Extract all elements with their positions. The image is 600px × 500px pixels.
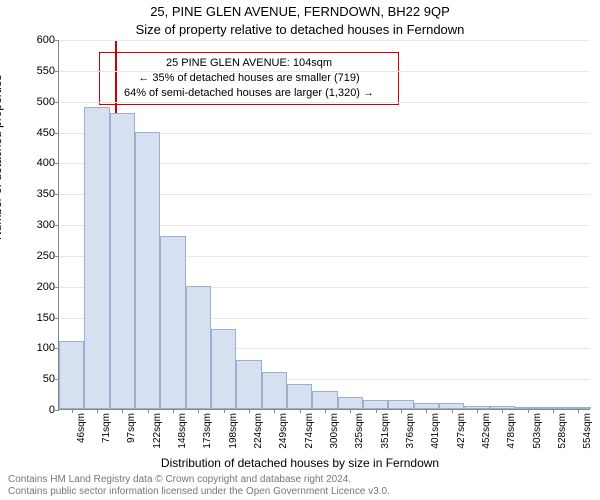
- y-tick-mark: [55, 410, 59, 411]
- x-tick-mark: [72, 409, 73, 413]
- info-box-line: 25 PINE GLEN AVENUE: 104sqm: [106, 56, 392, 71]
- y-tick-label: 400: [37, 157, 55, 169]
- histogram-plot: 25 PINE GLEN AVENUE: 104sqm← 35% of deta…: [58, 40, 590, 410]
- gridline: [59, 102, 590, 103]
- y-tick-label: 150: [37, 312, 55, 324]
- x-tick-mark: [300, 409, 301, 413]
- x-tick-label: 427sqm: [456, 413, 467, 449]
- histogram-bar: [59, 341, 84, 409]
- y-tick-label: 600: [37, 34, 55, 46]
- property-info-box: 25 PINE GLEN AVENUE: 104sqm← 35% of deta…: [99, 52, 399, 105]
- x-tick-mark: [173, 409, 174, 413]
- x-tick-mark: [249, 409, 250, 413]
- gridline: [59, 40, 590, 41]
- x-tick-label: 554sqm: [582, 413, 593, 449]
- x-tick-mark: [426, 409, 427, 413]
- x-tick-label: 376sqm: [405, 413, 416, 449]
- x-axis-label: Distribution of detached houses by size …: [0, 456, 600, 470]
- histogram-bar: [160, 236, 185, 409]
- x-tick-label: 351sqm: [380, 413, 391, 449]
- x-tick-mark: [578, 409, 579, 413]
- y-tick-mark: [55, 40, 59, 41]
- y-tick-mark: [55, 225, 59, 226]
- x-tick-mark: [401, 409, 402, 413]
- y-tick-label: 200: [37, 281, 55, 293]
- histogram-bar: [186, 286, 211, 409]
- y-tick-label: 350: [37, 188, 55, 200]
- y-tick-mark: [55, 194, 59, 195]
- histogram-bar: [110, 113, 135, 409]
- histogram-bar: [363, 400, 388, 409]
- x-tick-label: 528sqm: [557, 413, 568, 449]
- histogram-bar: [84, 107, 109, 409]
- footer-line-1: Contains HM Land Registry data © Crown c…: [8, 474, 390, 486]
- x-tick-mark: [477, 409, 478, 413]
- histogram-bar: [135, 132, 160, 410]
- y-tick-mark: [55, 133, 59, 134]
- x-tick-mark: [122, 409, 123, 413]
- x-tick-mark: [224, 409, 225, 413]
- x-tick-label: 274sqm: [304, 413, 315, 449]
- x-tick-mark: [502, 409, 503, 413]
- y-tick-label: 300: [37, 219, 55, 231]
- x-tick-mark: [274, 409, 275, 413]
- y-tick-mark: [55, 287, 59, 288]
- x-tick-mark: [528, 409, 529, 413]
- histogram-bar: [388, 400, 413, 409]
- x-tick-mark: [452, 409, 453, 413]
- histogram-bar: [287, 384, 312, 409]
- x-tick-label: 198sqm: [228, 413, 239, 449]
- x-tick-mark: [553, 409, 554, 413]
- x-tick-label: 300sqm: [329, 413, 340, 449]
- x-tick-label: 249sqm: [278, 413, 289, 449]
- y-tick-label: 50: [43, 373, 55, 385]
- footer-line-2: Contains public sector information licen…: [8, 486, 390, 498]
- y-tick-mark: [55, 163, 59, 164]
- y-tick-label: 450: [37, 127, 55, 139]
- x-tick-label: 325sqm: [354, 413, 365, 449]
- x-tick-mark: [97, 409, 98, 413]
- info-box-line: 64% of semi-detached houses are larger (…: [106, 86, 392, 101]
- page-title-address: 25, PINE GLEN AVENUE, FERNDOWN, BH22 9QP: [0, 4, 600, 19]
- x-tick-label: 148sqm: [177, 413, 188, 449]
- y-axis-label: Number of detached properties: [0, 75, 4, 240]
- y-tick-label: 100: [37, 342, 55, 354]
- y-tick-mark: [55, 102, 59, 103]
- x-tick-label: 452sqm: [481, 413, 492, 449]
- page-subtitle: Size of property relative to detached ho…: [0, 22, 600, 37]
- histogram-bar: [312, 391, 337, 410]
- x-tick-label: 503sqm: [532, 413, 543, 449]
- y-tick-label: 500: [37, 96, 55, 108]
- y-tick-label: 0: [49, 404, 55, 416]
- y-tick-mark: [55, 318, 59, 319]
- histogram-bar: [211, 329, 236, 409]
- gridline: [59, 71, 590, 72]
- x-tick-mark: [325, 409, 326, 413]
- x-tick-label: 224sqm: [253, 413, 264, 449]
- x-tick-mark: [350, 409, 351, 413]
- x-tick-mark: [376, 409, 377, 413]
- x-tick-label: 173sqm: [202, 413, 213, 449]
- y-tick-label: 550: [37, 65, 55, 77]
- info-box-line: ← 35% of detached houses are smaller (71…: [106, 71, 392, 86]
- x-tick-mark: [198, 409, 199, 413]
- x-tick-label: 478sqm: [506, 413, 517, 449]
- x-tick-label: 97sqm: [126, 413, 137, 443]
- histogram-bar: [262, 372, 287, 409]
- x-tick-label: 122sqm: [152, 413, 163, 449]
- histogram-bar: [338, 397, 363, 409]
- y-tick-mark: [55, 71, 59, 72]
- y-tick-mark: [55, 256, 59, 257]
- x-tick-label: 71sqm: [101, 413, 112, 443]
- x-tick-mark: [148, 409, 149, 413]
- y-tick-label: 250: [37, 250, 55, 262]
- x-tick-label: 401sqm: [430, 413, 441, 449]
- histogram-bar: [236, 360, 261, 409]
- x-tick-label: 46sqm: [76, 413, 87, 443]
- attribution-footer: Contains HM Land Registry data © Crown c…: [8, 474, 390, 498]
